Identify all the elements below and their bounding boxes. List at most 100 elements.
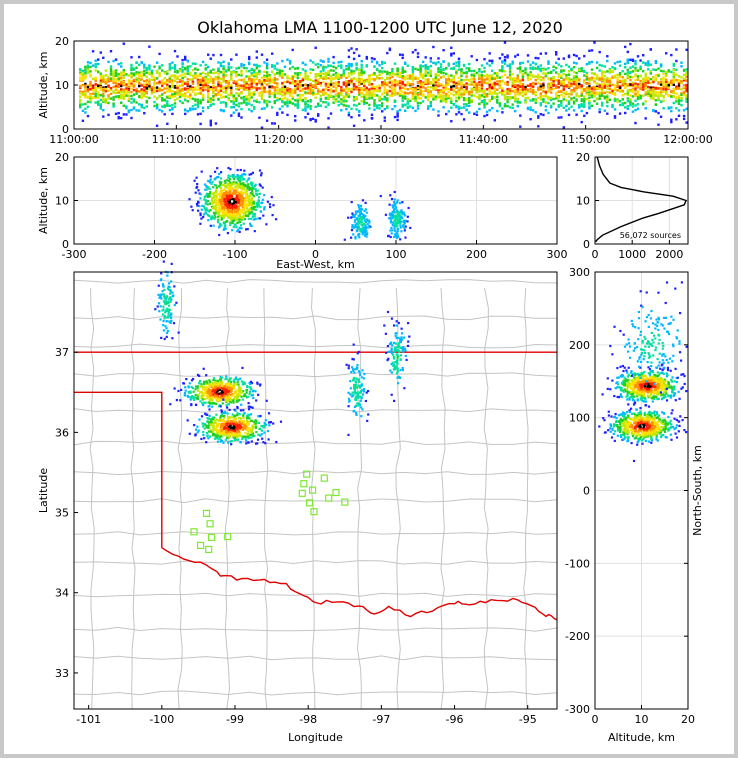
time-altitude-cell bbox=[506, 83, 509, 86]
time-altitude-cell bbox=[342, 95, 345, 98]
time-altitude-cell bbox=[145, 99, 148, 103]
time-altitude-cell bbox=[567, 95, 571, 98]
time-altitude-cell bbox=[309, 92, 312, 95]
time-altitude-cell bbox=[120, 88, 123, 91]
time-altitude-cell bbox=[209, 69, 212, 73]
time-altitude-cell bbox=[201, 81, 205, 85]
time-altitude-cell bbox=[485, 81, 489, 85]
time-altitude-cell bbox=[672, 80, 675, 83]
time-altitude-cell bbox=[235, 74, 238, 77]
time-altitude-cell bbox=[647, 94, 650, 97]
time-altitude-cell bbox=[491, 77, 494, 80]
time-altitude-cell bbox=[132, 107, 136, 110]
time-altitude-cell bbox=[240, 87, 243, 90]
time-altitude-cell bbox=[350, 64, 353, 68]
time-altitude-cell bbox=[178, 89, 182, 93]
time-altitude-cell bbox=[427, 93, 430, 97]
time-altitude-cell bbox=[278, 97, 282, 101]
time-altitude-cell bbox=[168, 63, 172, 67]
time-altitude-cell bbox=[107, 96, 110, 99]
time-altitude-cell bbox=[196, 92, 200, 95]
time-altitude-cell bbox=[138, 63, 141, 67]
time-altitude-cell bbox=[562, 69, 565, 72]
time-altitude-cell bbox=[168, 67, 172, 70]
time-altitude-cell bbox=[347, 49, 351, 52]
time-altitude-cell bbox=[102, 80, 105, 83]
time-altitude-cell bbox=[626, 61, 629, 64]
time-altitude-cell bbox=[478, 83, 481, 87]
time-altitude-cell bbox=[212, 81, 215, 85]
time-altitude-cell bbox=[621, 76, 624, 79]
time-altitude-cell bbox=[327, 94, 330, 97]
time-altitude-cell bbox=[340, 60, 343, 64]
time-altitude-cell bbox=[201, 106, 205, 109]
time-altitude-cell bbox=[524, 100, 527, 104]
time-altitude-cell bbox=[677, 102, 681, 105]
time-altitude-cell bbox=[457, 93, 461, 97]
time-altitude-cell bbox=[352, 124, 356, 127]
time-altitude-cell bbox=[677, 94, 681, 98]
time-altitude-cell bbox=[649, 63, 652, 66]
time-altitude-cell bbox=[345, 80, 348, 83]
time-altitude-cell bbox=[572, 76, 576, 79]
time-altitude-cell bbox=[498, 104, 502, 108]
time-altitude-cell bbox=[263, 79, 266, 82]
time-altitude-cell bbox=[283, 92, 287, 95]
time-altitude-cell bbox=[685, 121, 688, 124]
time-altitude-cell bbox=[158, 65, 161, 68]
time-altitude-cell bbox=[516, 105, 519, 108]
time-altitude-cell bbox=[611, 103, 614, 107]
time-altitude-cell bbox=[168, 75, 172, 78]
time-altitude-cell bbox=[138, 78, 141, 82]
east-west-cell bbox=[213, 178, 216, 181]
time-altitude-cell bbox=[598, 94, 601, 97]
time-altitude-cell bbox=[286, 89, 289, 92]
time-altitude-cell bbox=[173, 74, 177, 77]
time-altitude-cell bbox=[327, 117, 330, 120]
time-altitude-cell bbox=[140, 71, 143, 74]
time-altitude-cell bbox=[585, 73, 589, 77]
time-altitude-cell bbox=[468, 62, 471, 66]
time-altitude-cell bbox=[616, 79, 619, 82]
time-altitude-cell bbox=[427, 105, 430, 108]
time-altitude-cell bbox=[511, 60, 514, 63]
time-altitude-cell bbox=[659, 100, 663, 104]
time-altitude-cell bbox=[186, 100, 189, 103]
time-altitude-cell bbox=[358, 83, 361, 86]
time-altitude-cell bbox=[465, 103, 468, 106]
time-altitude-cell bbox=[281, 100, 284, 104]
time-altitude-cell bbox=[222, 87, 225, 90]
time-altitude-cell bbox=[191, 88, 195, 91]
time-altitude-cell bbox=[184, 87, 187, 90]
time-altitude-cell bbox=[365, 92, 368, 95]
time-altitude-cell bbox=[588, 99, 591, 103]
time-altitude-cell bbox=[491, 74, 494, 77]
time-altitude-cell bbox=[224, 81, 228, 84]
time-altitude-cell bbox=[462, 64, 466, 68]
time-altitude-cell bbox=[306, 85, 310, 88]
time-altitude-cell bbox=[114, 72, 118, 75]
time-altitude-cell bbox=[460, 81, 463, 85]
time-altitude-cell bbox=[240, 107, 243, 111]
time-altitude-cell bbox=[194, 98, 197, 101]
time-altitude-cell bbox=[462, 71, 466, 75]
east-west-cell bbox=[227, 207, 230, 210]
time-altitude-cell bbox=[634, 108, 637, 112]
time-altitude-cell bbox=[358, 114, 361, 117]
time-altitude-cell bbox=[542, 98, 545, 101]
time-altitude-cell bbox=[232, 71, 235, 74]
east-west-cell bbox=[236, 175, 239, 178]
east-west-cell bbox=[229, 175, 232, 178]
time-altitude-cell bbox=[593, 99, 596, 103]
time-altitude-cell bbox=[636, 107, 640, 110]
time-altitude-cell bbox=[473, 84, 476, 87]
time-altitude-cell bbox=[181, 101, 184, 105]
time-altitude-cell bbox=[337, 84, 340, 87]
time-altitude-cell bbox=[168, 66, 172, 69]
time-altitude-cell bbox=[181, 80, 184, 83]
time-altitude-cell bbox=[685, 107, 688, 110]
time-altitude-cell bbox=[186, 83, 189, 87]
time-altitude-cell bbox=[404, 87, 407, 90]
time-altitude-cell bbox=[534, 93, 537, 97]
time-altitude-cell bbox=[130, 56, 133, 59]
